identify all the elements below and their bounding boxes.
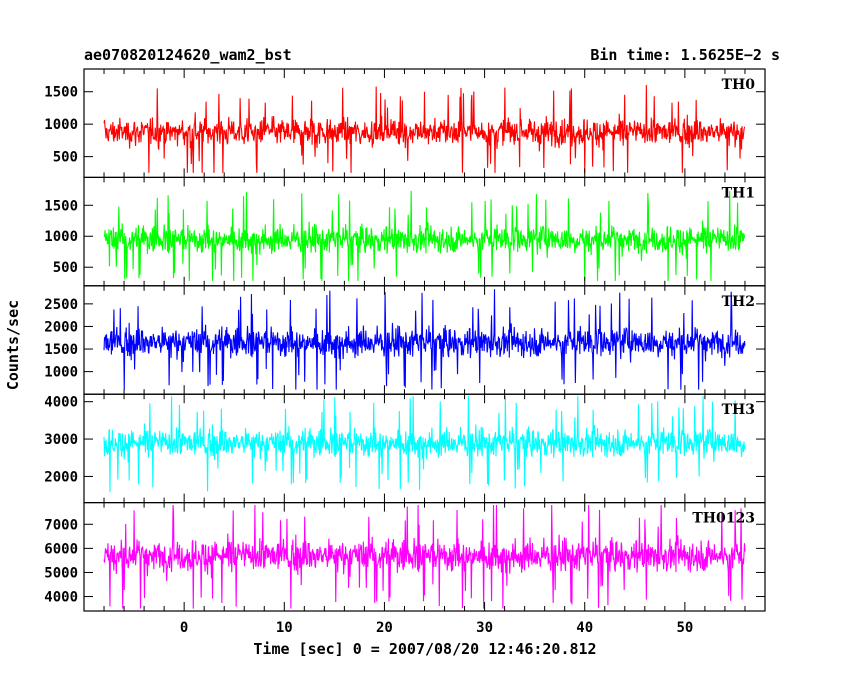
series-th0 bbox=[103, 84, 746, 173]
x-tick-label: 0 bbox=[180, 620, 188, 636]
series-th1 bbox=[103, 190, 746, 281]
x-tick-label: 30 bbox=[476, 620, 493, 636]
y-tick-label: 4000 bbox=[44, 395, 78, 411]
x-tick-label: 20 bbox=[376, 620, 393, 636]
y-tick-label: 4000 bbox=[44, 590, 78, 606]
x-tick-label: 40 bbox=[576, 620, 593, 636]
y-tick-label: 500 bbox=[53, 260, 78, 276]
y-tick-label: 1500 bbox=[44, 85, 78, 101]
series-th2 bbox=[103, 289, 746, 390]
series-th0123 bbox=[103, 504, 746, 609]
y-axis-label: Counts/sec bbox=[4, 300, 22, 390]
panel-th2: 1000 1500 2000 2500 TH2 bbox=[44, 285, 766, 395]
panel-frame bbox=[83, 176, 766, 287]
y-tick-label: 5000 bbox=[44, 565, 78, 581]
x-tick-label: 10 bbox=[276, 620, 293, 636]
y-tick-label: 2000 bbox=[44, 469, 78, 485]
panel-th3: 2000 3000 4000 TH3 bbox=[44, 393, 766, 504]
bin-time-label: Bin time: 1.5625E−2 s bbox=[590, 46, 780, 64]
panel-th0123: 4000 5000 6000 7000 TH0123 bbox=[44, 502, 766, 612]
y-tick-label: 6000 bbox=[44, 541, 78, 557]
y-tick-label: 500 bbox=[53, 150, 78, 166]
x-axis-ticks: 0 10 20 30 40 50 bbox=[180, 620, 693, 636]
y-tick-label: 2500 bbox=[44, 297, 78, 313]
chart-title: ae070820124620_wam2_bst bbox=[84, 46, 292, 64]
y-tick-label: 1500 bbox=[44, 198, 78, 214]
y-tick-label: 1500 bbox=[44, 342, 78, 358]
x-axis-label: Time [sec] 0 = 2007/08/20 12:46:20.812 bbox=[253, 640, 596, 658]
panel-label: TH0 bbox=[722, 77, 756, 93]
panel-label: TH0123 bbox=[692, 511, 755, 527]
y-tick-label: 1000 bbox=[44, 365, 78, 381]
y-tick-label: 1000 bbox=[44, 229, 78, 245]
y-tick-label: 2000 bbox=[44, 319, 78, 335]
panel-label: TH3 bbox=[722, 402, 755, 418]
panel-th0: 500 1000 1500 TH0 bbox=[44, 68, 766, 179]
series-th3 bbox=[103, 396, 746, 493]
panel-th1: 500 1000 1500 TH1 bbox=[44, 176, 766, 287]
y-tick-label: 3000 bbox=[44, 432, 78, 448]
panel-label: TH2 bbox=[722, 294, 755, 310]
panel-label: TH1 bbox=[722, 185, 755, 201]
x-tick-label: 50 bbox=[676, 620, 693, 636]
y-tick-label: 1000 bbox=[44, 117, 78, 133]
y-tick-label: 7000 bbox=[44, 517, 78, 533]
panels-group: 500 1000 1500 TH0 500 1000 1500 TH1 1000 1500 2000… bbox=[44, 68, 766, 612]
